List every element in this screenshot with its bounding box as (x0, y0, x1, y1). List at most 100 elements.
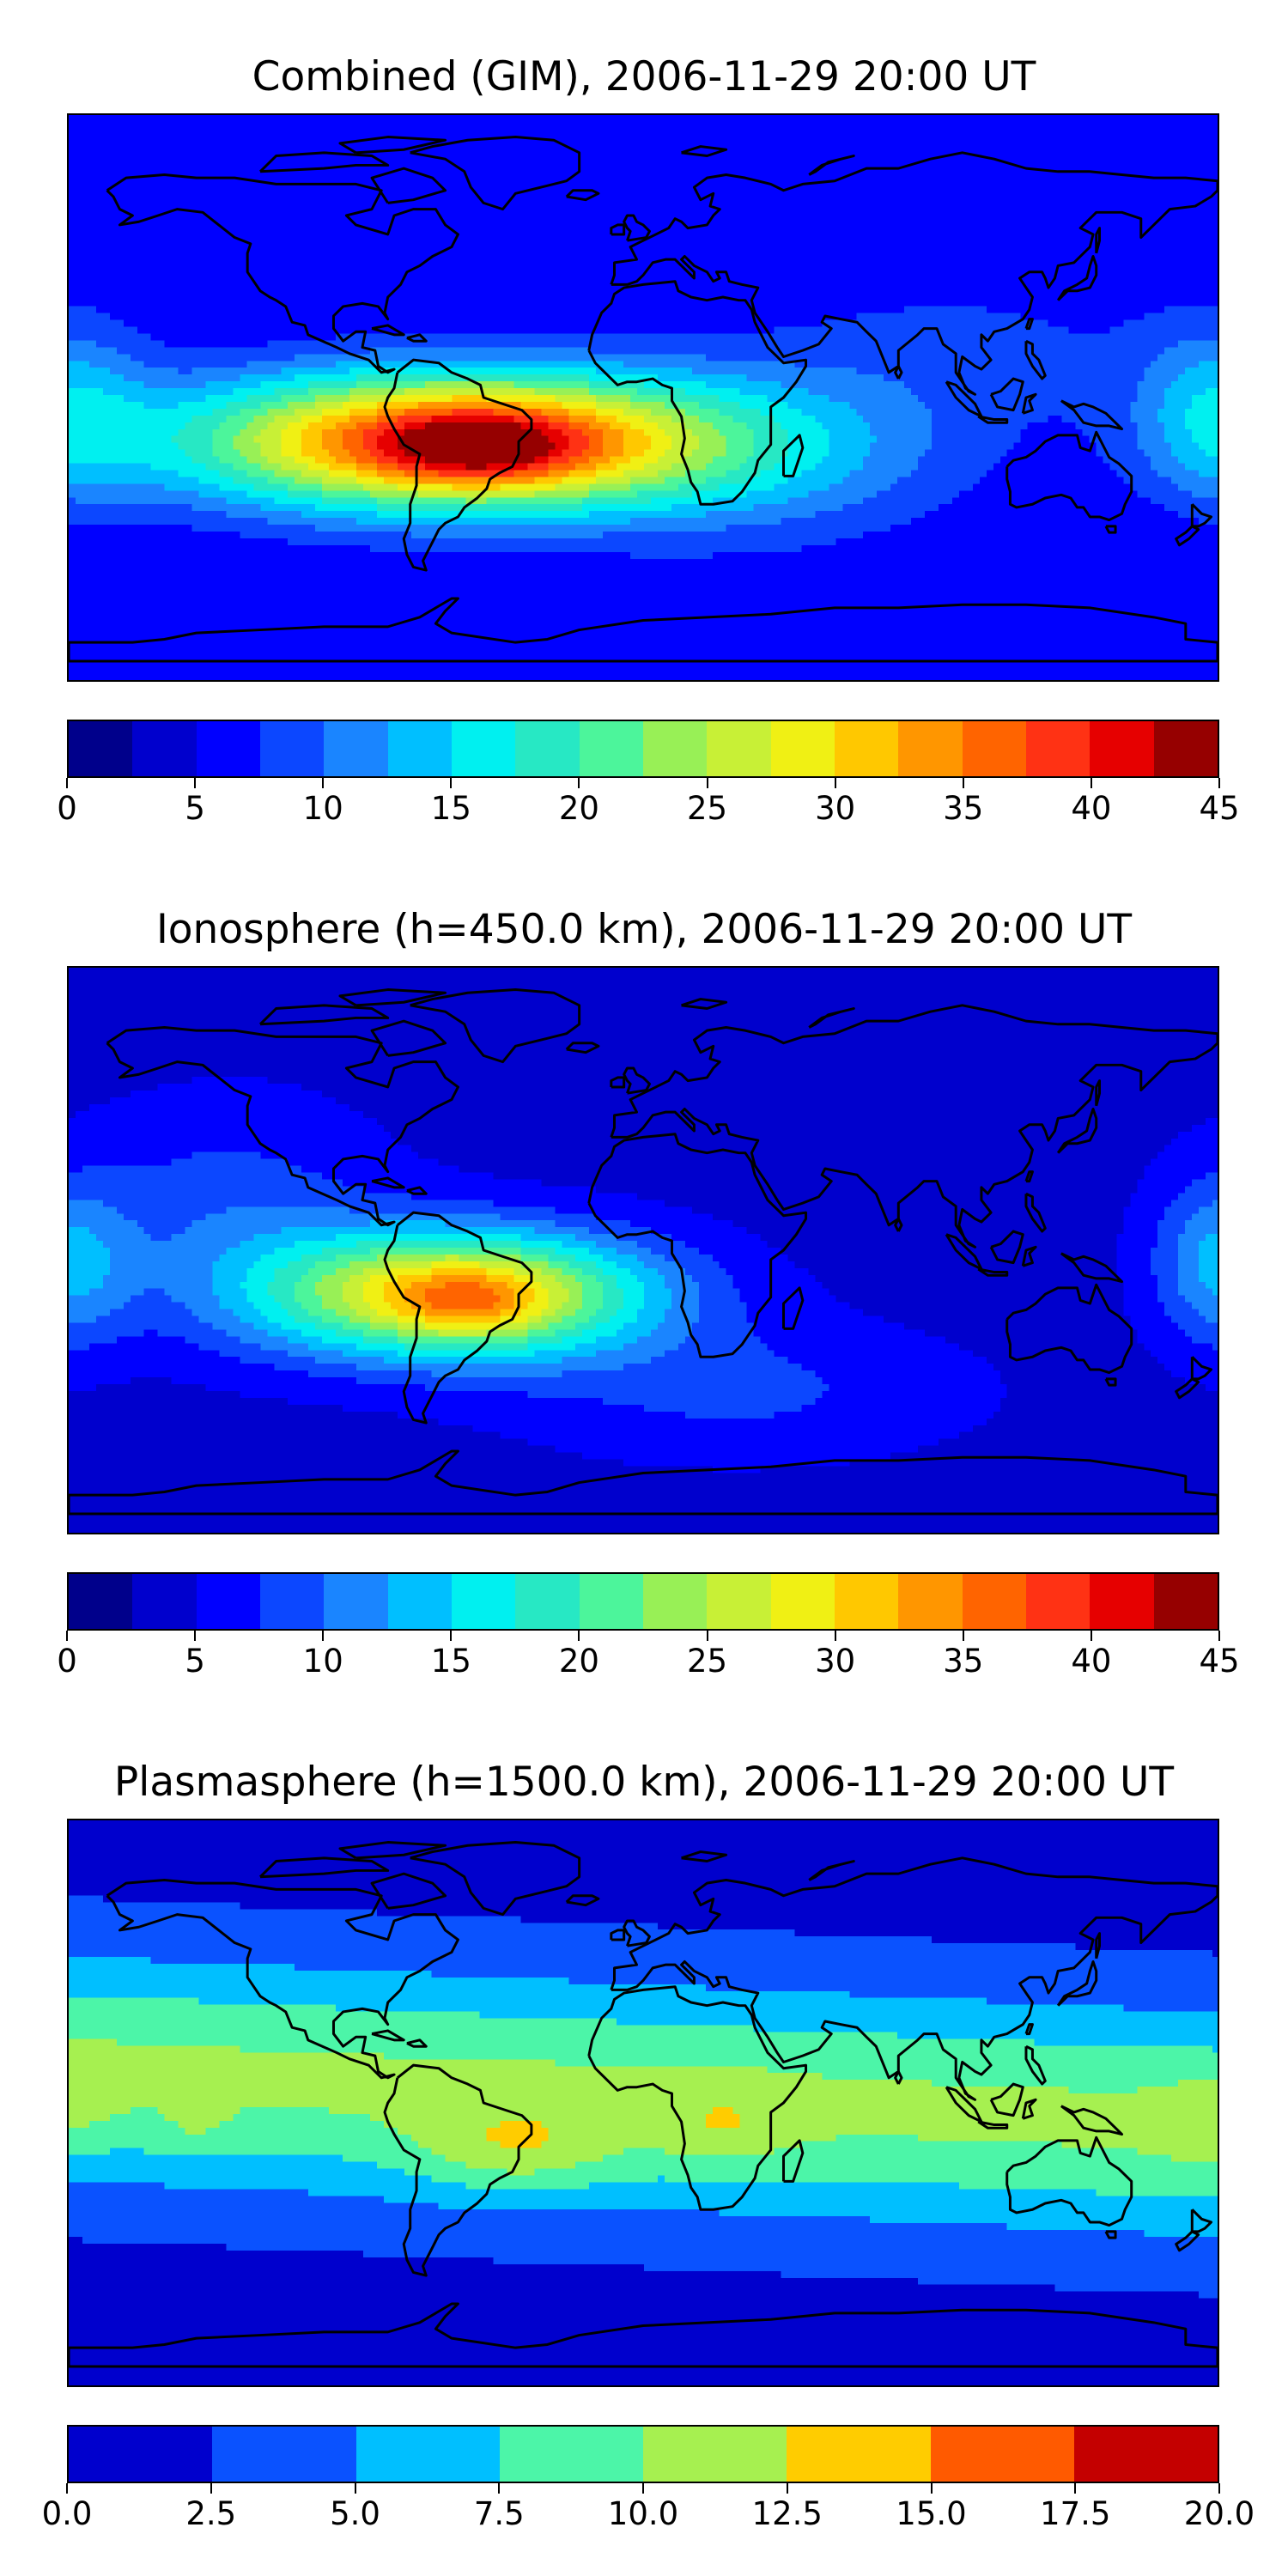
heatmap-cell (931, 271, 939, 280)
heatmap-cell (610, 210, 617, 218)
heatmap-cell (999, 258, 1008, 266)
heatmap-cell (137, 204, 145, 211)
heatmap-cell (610, 162, 617, 171)
heatmap-cell (596, 306, 604, 314)
heatmap-cell (143, 128, 152, 137)
heatmap-cell (130, 245, 138, 252)
heatmap-cell (500, 135, 507, 143)
heatmap-cell (1137, 299, 1145, 307)
heatmap-cell (164, 231, 173, 239)
heatmap-cell (452, 271, 460, 280)
heatmap-cell (986, 299, 994, 307)
heatmap-cell (945, 258, 953, 266)
heatmap-cell (424, 292, 433, 301)
heatmap-cell (191, 217, 200, 225)
heatmap-cell (1041, 149, 1049, 157)
heatmap-cell (1048, 252, 1056, 259)
heatmap-cell (1054, 115, 1063, 123)
heatmap-cell (233, 245, 240, 252)
heatmap-cell (150, 252, 159, 259)
heatmap-cell (677, 299, 686, 307)
heatmap-cell (1027, 149, 1036, 157)
heatmap-cell (822, 162, 829, 171)
heatmap-cell (1061, 258, 1070, 266)
heatmap-cell (842, 238, 850, 246)
heatmap-cell (691, 176, 700, 185)
heatmap-cell (684, 238, 693, 246)
heatmap-cell (295, 128, 302, 137)
heatmap-cell (931, 197, 939, 204)
heatmap-cell (877, 128, 884, 137)
heatmap-cell (507, 271, 514, 280)
heatmap-cell (343, 121, 350, 130)
heatmap-cell (657, 190, 665, 197)
heatmap-cell (1109, 190, 1117, 197)
heatmap-cell (95, 299, 104, 307)
heatmap-cell (404, 149, 412, 157)
heatmap-cell (349, 197, 357, 204)
heatmap-cell (534, 176, 542, 185)
heatmap-cell (829, 224, 836, 232)
heatmap-cell (507, 155, 514, 164)
heatmap-cell (150, 128, 159, 137)
heatmap-cell (698, 238, 707, 246)
heatmap-cell (849, 224, 857, 232)
heatmap-cell (308, 292, 316, 301)
heatmap-cell (507, 142, 514, 150)
heatmap-cell (1185, 252, 1193, 259)
heatmap-cell (198, 142, 207, 150)
heatmap-cell (513, 162, 521, 171)
heatmap-cell (507, 313, 514, 321)
heatmap-cell (958, 197, 967, 204)
heatmap-cell (397, 204, 405, 211)
heatmap-cell (918, 264, 926, 273)
heatmap-cell (596, 258, 604, 266)
heatmap-cell (732, 224, 741, 232)
heatmap-cell (958, 245, 967, 252)
heatmap-cell (1199, 299, 1206, 307)
heatmap-cell (479, 204, 488, 211)
heatmap-cell (88, 271, 97, 280)
heatmap-cell (315, 238, 323, 246)
heatmap-cell (589, 183, 597, 191)
heatmap-cell (102, 162, 111, 171)
heatmap-cell (719, 142, 727, 150)
heatmap-cell (856, 142, 864, 150)
heatmap-cell (870, 128, 878, 137)
heatmap-cell (979, 210, 987, 218)
heatmap-cell (705, 264, 714, 273)
heatmap-cell (274, 231, 282, 239)
heatmap-cell (1212, 142, 1218, 150)
heatmap-cell (856, 306, 864, 314)
heatmap-cell (267, 306, 275, 314)
heatmap-cell (897, 264, 905, 273)
heatmap-cell (288, 142, 295, 150)
heatmap-cell (541, 210, 549, 218)
heatmap-cell (123, 258, 131, 266)
heatmap-cell (253, 169, 261, 178)
heatmap-cell (431, 258, 440, 266)
heatmap-cell (1109, 197, 1117, 204)
heatmap-cell (965, 142, 974, 150)
heatmap-cell (479, 231, 488, 239)
heatmap-cell (856, 115, 864, 123)
heatmap-cell (1212, 264, 1218, 273)
heatmap-cell (479, 190, 488, 197)
heatmap-cell (918, 278, 926, 287)
heatmap-cell (274, 306, 282, 314)
heatmap-cell (1054, 204, 1063, 211)
heatmap-cell (856, 210, 864, 218)
heatmap-cell (548, 155, 556, 164)
heatmap-cell (801, 224, 809, 232)
heatmap-cell (459, 278, 467, 287)
heatmap-cell (732, 306, 741, 314)
heatmap-cell (69, 135, 76, 143)
heatmap-cell (719, 306, 727, 314)
heatmap-cell (369, 183, 378, 191)
heatmap-cell (753, 278, 762, 287)
heatmap-cell (897, 278, 905, 287)
heatmap-cell (185, 299, 193, 307)
heatmap-cell (164, 285, 173, 294)
panel-1-map (67, 113, 1219, 682)
heatmap-cell (383, 210, 392, 218)
